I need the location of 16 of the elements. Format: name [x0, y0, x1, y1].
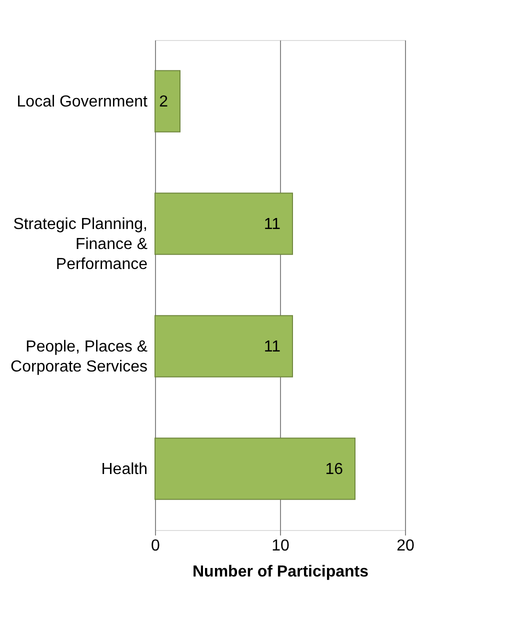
bar: [154, 70, 180, 132]
y-tick-label: People, Places & Corporate Services: [10, 338, 148, 376]
bar: [154, 315, 293, 378]
x-tick-label: 20: [396, 538, 414, 554]
x-axis-title: Number of Participants: [192, 564, 369, 580]
x-tick-label: 0: [151, 538, 160, 554]
data-label: 11: [264, 216, 281, 233]
data-label: 2: [159, 93, 168, 110]
y-tick-label: Health: [101, 460, 148, 478]
bar: [154, 438, 356, 500]
data-label: 11: [264, 338, 281, 356]
data-label: 16: [325, 460, 344, 478]
y-tick-label: Strategic Planning, Finance & Performance: [13, 216, 148, 273]
x-tick-label: 10: [272, 538, 290, 554]
y-tick-label: Local Government: [16, 93, 148, 110]
bar: [154, 192, 293, 255]
